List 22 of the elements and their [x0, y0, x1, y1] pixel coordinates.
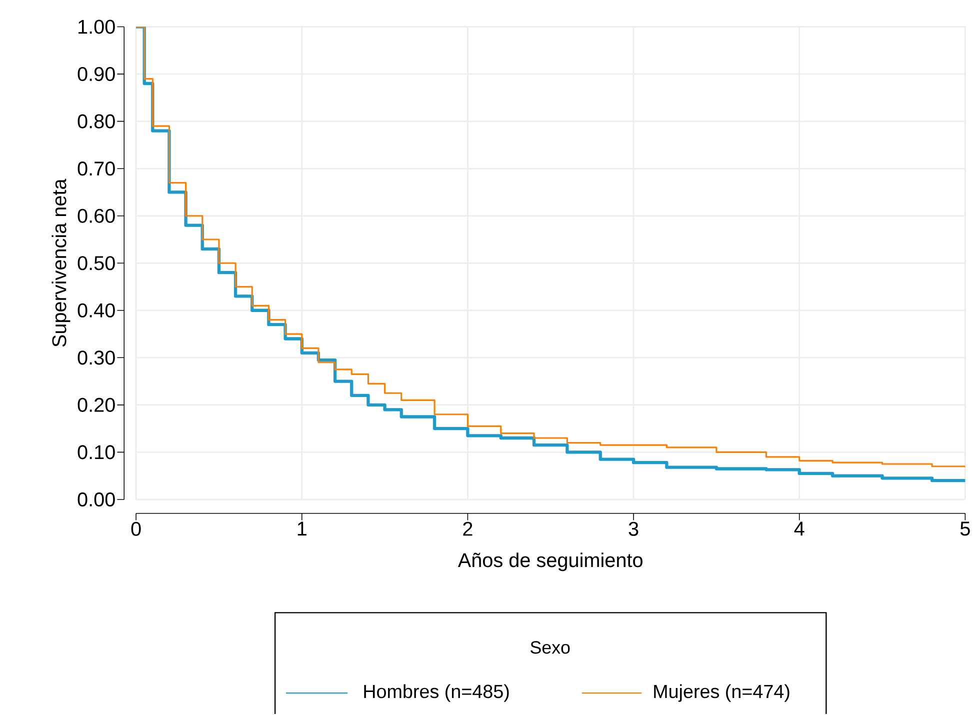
y-tick-label: 0.10: [78, 445, 115, 460]
y-tick-label: 0.40: [78, 303, 115, 318]
legend-title: Sexo: [530, 641, 570, 654]
y-tick-label: 0.50: [78, 256, 115, 270]
y-tick-label: 0.60: [78, 208, 115, 223]
y-tick-label: 0.90: [78, 67, 115, 82]
x-tick-label: 1: [298, 522, 306, 536]
y-tick-label: 0.00: [78, 492, 115, 507]
y-tick-label: 1.00: [78, 20, 115, 34]
x-tick-label: 3: [628, 522, 638, 536]
x-axis-title: Años de seguimiento: [458, 552, 642, 572]
x-tick-label: 0: [131, 522, 141, 536]
y-tick-label: 0.80: [78, 114, 115, 128]
legend-label: Hombres (n=485): [364, 684, 509, 702]
y-tick-label: 0.70: [78, 162, 115, 176]
x-tick-label: 2: [463, 522, 472, 536]
x-tick-label: 5: [960, 522, 970, 536]
x-tick-label: 4: [794, 522, 804, 536]
legend-label: Mujeres (n=474): [654, 684, 790, 702]
y-axis-title: Supervivencia neta: [52, 178, 70, 347]
y-tick-label: 0.20: [78, 398, 115, 412]
y-tick-label: 0.30: [78, 350, 115, 365]
